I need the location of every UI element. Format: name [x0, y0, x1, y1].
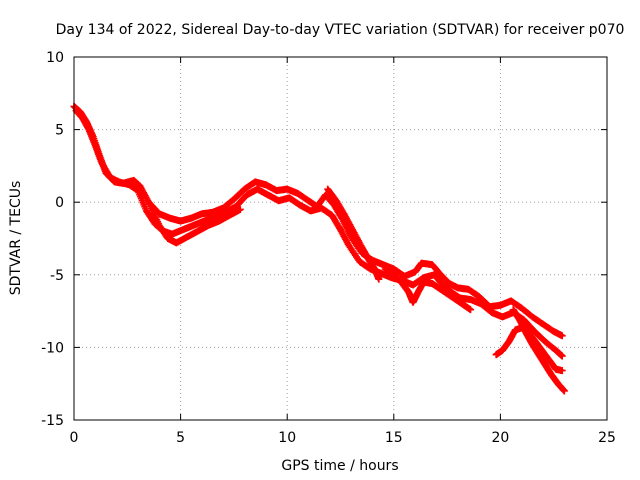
data-point — [558, 352, 566, 360]
y-tick-label: -5 — [50, 268, 64, 284]
data-point — [375, 275, 383, 283]
x-tick-label: 10 — [278, 430, 296, 446]
series-track-4 — [324, 185, 383, 283]
data-point — [558, 367, 566, 375]
x-axis-label: GPS time / hours — [281, 458, 398, 474]
y-tick-label: 5 — [55, 123, 64, 139]
chart-title: Day 134 of 2022, Sidereal Day-to-day VTE… — [56, 22, 625, 38]
data-point — [467, 306, 475, 314]
plot-frame — [73, 56, 608, 421]
data-point — [558, 332, 566, 340]
x-tick-label: 0 — [70, 430, 79, 446]
series-track-7 — [509, 306, 568, 395]
grid-lines — [74, 57, 607, 420]
y-tick-label: 0 — [55, 195, 64, 211]
x-tick-label: 5 — [176, 430, 185, 446]
data-point — [236, 205, 244, 213]
data-point — [560, 387, 568, 395]
x-tick-label: 15 — [385, 430, 403, 446]
x-tick-label: 25 — [598, 430, 616, 446]
series-track-5 — [381, 265, 475, 314]
data-series — [70, 102, 568, 395]
axis-ticks: 0 5 10 15 20 25 -15 -10 -5 0 5 10 — [41, 50, 616, 446]
series-track-3 — [147, 203, 244, 247]
y-tick-label: 10 — [46, 50, 64, 66]
x-tick-label: 20 — [491, 430, 509, 446]
y-tick-label: -10 — [41, 340, 64, 356]
y-tick-label: -15 — [41, 413, 64, 429]
y-axis-label: SDTVAR / TECUs — [8, 181, 24, 296]
